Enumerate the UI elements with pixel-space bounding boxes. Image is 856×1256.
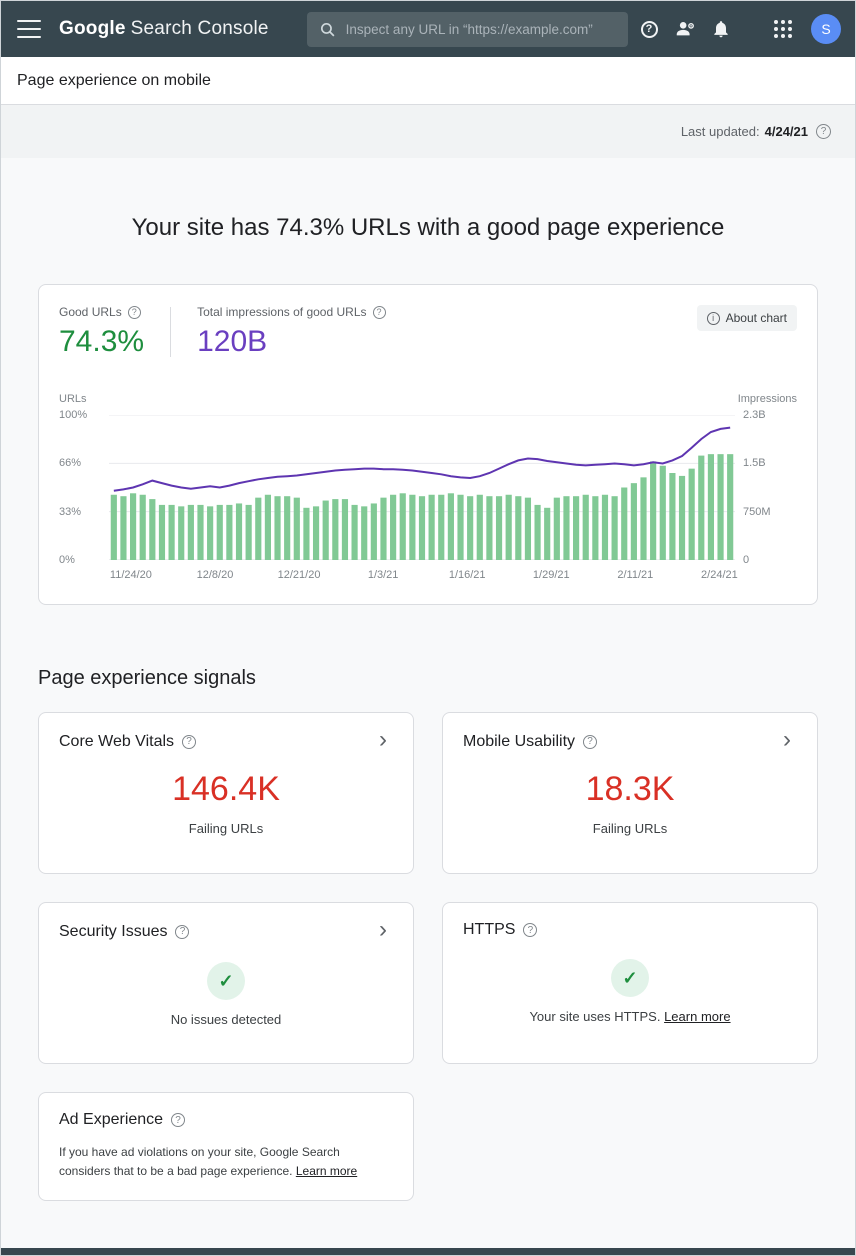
security-issues-title: Security Issues: [59, 922, 168, 940]
check-circle-icon: [611, 959, 649, 997]
help-icon: [640, 20, 658, 38]
x-tick-label: 2/11/21: [617, 569, 654, 581]
x-tick-label: 12/8/20: [196, 569, 234, 581]
core-web-vitals-caption: Failing URLs: [188, 821, 264, 836]
good-urls-label: Good URLs: [59, 305, 122, 319]
page-title: Page experience on mobile: [17, 71, 211, 89]
security-issues-status: No issues detected: [170, 1012, 282, 1027]
right-tick-label: 1.5B: [743, 457, 766, 470]
mobile-usability-help-icon[interactable]: [583, 734, 598, 749]
chevron-right-icon[interactable]: [373, 731, 393, 752]
logo-product: Search Console: [130, 18, 269, 39]
mobile-usability-title: Mobile Usability: [463, 732, 576, 750]
right-axis-ticks: 2.3B 1.5B 750M 0: [735, 409, 797, 566]
bell-icon: [714, 21, 728, 38]
core-web-vitals-help-icon[interactable]: [182, 734, 197, 749]
impressions-stat: Total impressions of good URLs 120B: [197, 305, 386, 359]
chart-header: Good URLs 74.3% Total impressions of goo…: [59, 305, 797, 359]
core-web-vitals-failing-count: 146.4K: [172, 770, 280, 808]
x-tick-label: 1/29/21: [532, 569, 570, 581]
chevron-right-icon[interactable]: [373, 921, 393, 942]
apps-grid-button[interactable]: [765, 11, 801, 47]
left-tick-label: 100%: [59, 409, 88, 421]
x-tick-label: 1/3/21: [367, 569, 399, 581]
impressions-value: 120B: [197, 325, 268, 358]
meta-bar: Last updated: 4/24/21: [1, 105, 855, 158]
app-logo[interactable]: Google Search Console: [59, 18, 269, 40]
right-tick-label: 0: [743, 554, 750, 566]
user-settings-icon: [676, 22, 694, 36]
overview-chart-card: Good URLs 74.3% Total impressions of goo…: [38, 284, 818, 605]
https-status: Your site uses HTTPS.: [529, 1009, 661, 1024]
headline: Your site has 74.3% URLs with a good pag…: [131, 214, 725, 241]
impressions-label: Total impressions of good URLs: [197, 305, 367, 319]
good-urls-stat: Good URLs 74.3%: [59, 305, 144, 359]
search-input[interactable]: [345, 21, 616, 37]
right-tick-label: 2.3B: [743, 409, 766, 421]
about-chart-button[interactable]: About chart: [696, 305, 797, 331]
card-core-web-vitals[interactable]: Core Web Vitals 146.4K Failing URLs: [38, 712, 414, 874]
left-tick-label: 66%: [59, 457, 82, 470]
chevron-right-icon[interactable]: [777, 731, 797, 752]
url-inspection-searchbox[interactable]: [306, 11, 628, 47]
card-mobile-usability[interactable]: Mobile Usability 18.3K Failing URLs: [442, 712, 818, 874]
card-security-issues[interactable]: Security Issues No issues detected: [38, 902, 414, 1064]
user-settings-button[interactable]: [667, 11, 703, 47]
core-web-vitals-title: Core Web Vitals: [59, 732, 175, 750]
breadcrumb-bar: Page experience on mobile: [1, 57, 855, 105]
check-circle-icon: [207, 962, 245, 1000]
last-updated-label: Last updated:: [680, 124, 760, 139]
ad-experience-help-icon[interactable]: [171, 1113, 186, 1127]
https-help-icon[interactable]: [523, 923, 538, 937]
left-tick-label: 0%: [59, 554, 75, 566]
logo-google: Google: [59, 18, 126, 39]
right-axis-title: Impressions: [737, 393, 797, 405]
card-ad-experience: Ad Experience If you have ad violations …: [38, 1092, 414, 1202]
impressions-help-icon[interactable]: [372, 305, 386, 319]
left-tick-label: 33%: [59, 505, 82, 518]
mobile-usability-caption: Failing URLs: [592, 821, 668, 836]
https-learn-more-link[interactable]: Learn more: [664, 1009, 731, 1024]
mobile-usability-failing-count: 18.3K: [585, 770, 675, 808]
main-content: Your site has 74.3% URLs with a good pag…: [1, 158, 855, 1248]
menu-icon[interactable]: [17, 20, 41, 38]
x-tick-label: 11/24/20: [109, 569, 152, 581]
ad-experience-text: If you have ad violations on your site, …: [59, 1145, 340, 1178]
good-urls-value: 74.3%: [59, 325, 145, 358]
last-updated-help-icon[interactable]: [816, 124, 831, 139]
stat-divider: [170, 307, 172, 357]
x-tick-label: 12/21/20: [277, 569, 321, 581]
help-button[interactable]: [631, 11, 667, 47]
account-avatar[interactable]: S: [811, 14, 841, 44]
https-title: HTTPS: [463, 921, 516, 938]
chart: URLs Impressions 100% 66% 33% 0% 2.3B 1.5B 75…: [59, 393, 797, 588]
ad-experience-title: Ad Experience: [59, 1111, 164, 1128]
left-axis-title: URLs: [59, 393, 87, 405]
security-issues-help-icon[interactable]: [175, 924, 190, 939]
x-tick-label: 1/16/21: [448, 569, 486, 581]
topbar-actions: S: [631, 11, 841, 47]
chart-x-axis: 11/24/20 12/8/20 12/21/20 1/3/21 1/16/21 1/29…: [109, 560, 738, 588]
signals-heading: Page experience signals: [38, 667, 256, 689]
info-icon: [706, 311, 720, 325]
ad-experience-learn-more-link[interactable]: Learn more: [295, 1163, 358, 1178]
x-tick-label: 2/24/21: [701, 569, 738, 581]
right-tick-label: 750M: [743, 505, 771, 518]
apps-grid-icon: [774, 20, 792, 38]
last-updated-date: 4/24/21: [764, 124, 808, 139]
notifications-button[interactable]: [703, 11, 739, 47]
card-https: HTTPS Your site uses HTTPS. Learn more: [442, 902, 818, 1064]
signals-grid: Core Web Vitals 146.4K Failing URLs Mobi…: [38, 712, 818, 1202]
search-icon: [320, 22, 335, 36]
left-axis-ticks: 100% 66% 33% 0%: [59, 409, 109, 566]
good-urls-help-icon[interactable]: [127, 305, 141, 319]
about-chart-label: About chart: [725, 311, 787, 325]
footer-bar: [1, 1248, 855, 1255]
chart-plot-svg[interactable]: [109, 415, 735, 560]
